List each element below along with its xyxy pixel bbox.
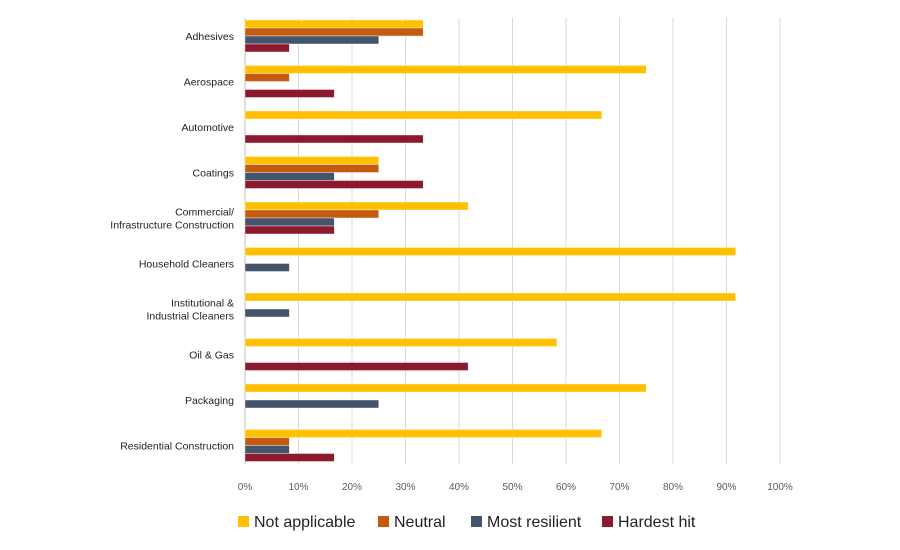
category-label: Commercial/ xyxy=(175,207,234,219)
bar-neutral xyxy=(244,73,290,82)
legend-label: Neutral xyxy=(394,514,446,531)
bar-most-resilient xyxy=(244,308,290,318)
category-label: Packaging xyxy=(185,395,234,407)
category-label: Residential Construction xyxy=(120,441,234,453)
legend-swatch xyxy=(471,516,482,527)
legend-swatch xyxy=(238,516,249,527)
bar-not-applicable xyxy=(244,247,736,256)
bar-most-resilient xyxy=(244,399,379,409)
bar-neutral xyxy=(244,437,290,446)
bar-hardest-hit xyxy=(244,225,335,235)
category-label: Infrastructure Construction xyxy=(110,220,234,232)
bar-neutral xyxy=(244,209,379,219)
bar-not-applicable xyxy=(244,383,647,393)
bar-not-applicable xyxy=(244,19,424,29)
bar-not-applicable xyxy=(244,110,603,120)
x-tick-labels: 0% 10% 20% 30% 40% 50% 60% 70% 80% 90% 100% xyxy=(238,482,793,493)
bar-hardest-hit xyxy=(244,89,335,98)
category-labels: Adhesives Aerospace Automotive Coatings Comm… xyxy=(110,31,234,453)
category-label: Adhesives xyxy=(186,31,234,43)
bar-not-applicable xyxy=(244,429,603,438)
bar-hardest-hit xyxy=(244,134,424,144)
legend-label: Not applicable xyxy=(254,514,356,531)
category-label: Oil & Gas xyxy=(189,350,234,362)
legend-label: Most resilient xyxy=(487,514,582,531)
legend: Not applicable Neutral Most resilient Harde… xyxy=(238,514,696,531)
legend-swatch xyxy=(602,516,613,527)
category-label: Aerospace xyxy=(184,77,234,89)
bar-hardest-hit xyxy=(244,43,290,53)
bar-not-applicable xyxy=(244,156,379,165)
x-tick-label: 30% xyxy=(395,482,415,493)
x-tick-label: 20% xyxy=(342,482,362,493)
x-tick-label: 90% xyxy=(716,482,736,493)
bar-most-resilient xyxy=(244,445,290,454)
bar-not-applicable xyxy=(244,338,558,347)
legend-label: Hardest hit xyxy=(618,514,696,531)
bar-most-resilient xyxy=(244,263,290,272)
bar-not-applicable xyxy=(244,65,647,74)
category-label: Automotive xyxy=(181,122,234,134)
bar-hardest-hit xyxy=(244,362,469,371)
category-label: Household Cleaners xyxy=(139,259,234,271)
x-tick-label: 10% xyxy=(288,482,308,493)
bar-most-resilient xyxy=(244,35,379,45)
category-label: Industrial Cleaners xyxy=(146,311,234,323)
x-tick-label: 60% xyxy=(556,482,576,493)
legend-swatch xyxy=(378,516,389,527)
x-tick-label: 50% xyxy=(502,482,522,493)
bar-neutral xyxy=(244,164,379,173)
bar-not-applicable xyxy=(244,292,736,302)
x-tick-label: 100% xyxy=(767,482,793,493)
bar-hardest-hit xyxy=(244,453,335,462)
category-label: Institutional & xyxy=(171,298,234,310)
x-tick-label: 40% xyxy=(449,482,469,493)
bar-most-resilient xyxy=(244,172,335,181)
category-label: Coatings xyxy=(193,168,234,180)
bars xyxy=(244,19,736,462)
bar-neutral xyxy=(244,27,424,37)
bar-most-resilient xyxy=(244,217,335,227)
bar-hardest-hit xyxy=(244,180,424,189)
x-tick-label: 80% xyxy=(663,482,683,493)
x-tick-label: 0% xyxy=(238,482,253,493)
bar-not-applicable xyxy=(244,201,469,211)
gridlines xyxy=(244,18,781,464)
x-tick-label: 70% xyxy=(609,482,629,493)
